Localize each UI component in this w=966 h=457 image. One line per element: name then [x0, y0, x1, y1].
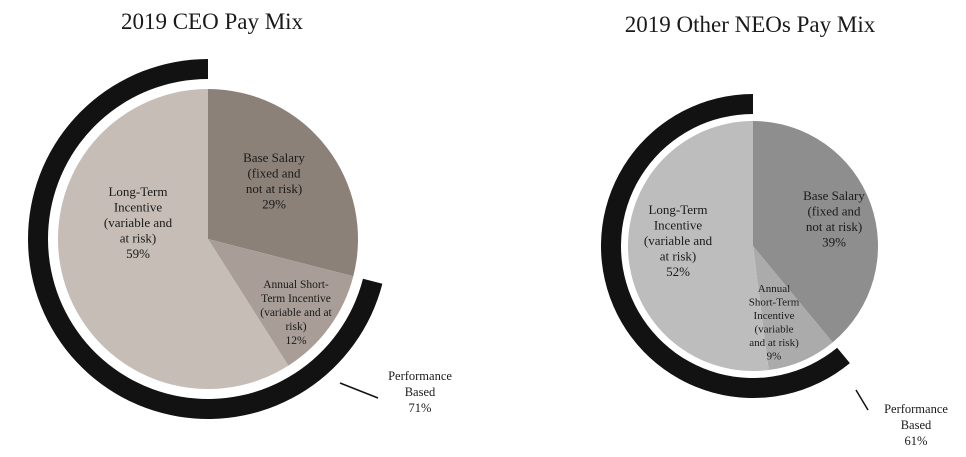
slice-label: Long-Term Incentive (variable and at risk) 5… [644, 202, 713, 279]
ceo-pay-mix-chart: 2019 CEO Pay Mix Base Salary (fixed and no… [28, 9, 452, 419]
slice-label-line: (fixed and [807, 204, 861, 219]
slice-label-line: Long-Term [648, 202, 707, 217]
performance-based-label-line: 61% [905, 434, 928, 448]
slice-label-line: (variable [754, 324, 793, 336]
slice-label-line: at risk) [120, 231, 156, 246]
slice-label-line: at risk) [660, 249, 696, 264]
ring-leader-line [339, 382, 379, 399]
slice-label-line: 29% [262, 197, 286, 212]
performance-based-label-line: 71% [409, 401, 432, 415]
slice-label-line: Incentive [114, 200, 163, 215]
slice-label-line: 39% [822, 235, 846, 250]
slice-label-line: Annual Short- [263, 279, 329, 291]
performance-based-label: Performance Based 61% [884, 402, 948, 448]
slice-label-line: 59% [126, 246, 150, 261]
slice-label-line: (fixed and [247, 166, 301, 181]
slice-label: Base Salary (fixed and not at risk) 29% [243, 150, 305, 212]
slice-label: Annual Short- Term Incentive (variable and… [260, 279, 332, 347]
pie-slice-long-term-incentive [58, 89, 289, 389]
slice-label: Base Salary (fixed and not at risk) 39% [803, 188, 865, 250]
pie-slice-base-salary [208, 89, 359, 277]
slice-label-line: (variable and [644, 233, 713, 248]
slice-label-line: and at risk) [749, 337, 799, 349]
pie-slice-long-term-incentive [628, 121, 769, 371]
slice-label-line: Short-Term [749, 297, 800, 309]
slice-label-line: Annual [758, 283, 790, 295]
performance-based-label-line: Performance [884, 402, 948, 416]
performance-based-ring [600, 94, 850, 398]
performance-based-label-line: Based [901, 418, 932, 432]
chart-title: 2019 Other NEOs Pay Mix [625, 12, 876, 37]
performance-based-label-line: Performance [388, 369, 452, 383]
chart-title: 2019 CEO Pay Mix [121, 9, 304, 34]
neo-pay-mix-chart: 2019 Other NEOs Pay Mix Base Salary (fixe… [600, 12, 948, 448]
performance-based-label-line: Based [405, 385, 436, 399]
slice-label-line: Incentive [754, 310, 795, 322]
pie-slice-short-term-incentive [208, 239, 354, 366]
slice-label-line: not at risk) [806, 219, 862, 234]
slice-label-line: (variable and [104, 215, 173, 230]
slice-label-line: (variable and at [260, 307, 332, 319]
slice-label-line: Base Salary [803, 188, 865, 203]
slice-label-line: Incentive [654, 218, 703, 233]
slice-label: Annual Short-Term Incentive (variable and at… [749, 283, 800, 363]
pie-slice-short-term-incentive [753, 246, 833, 371]
slice-label: Long-Term Incentive (variable and at risk) 5… [104, 184, 173, 261]
slice-label-line: 9% [767, 351, 782, 363]
slice-label-line: risk) [285, 321, 306, 333]
slice-label-line: Long-Term [108, 184, 167, 199]
slice-label-line: not at risk) [246, 181, 302, 196]
performance-based-label: Performance Based 71% [388, 369, 452, 415]
ring-leader-line [855, 389, 869, 411]
slice-label-line: Base Salary [243, 150, 305, 165]
slice-label-line: 52% [666, 264, 690, 279]
pie-slice-base-salary [753, 121, 879, 343]
slice-label-line: 12% [285, 335, 307, 347]
slice-label-line: Term Incentive [261, 293, 331, 305]
